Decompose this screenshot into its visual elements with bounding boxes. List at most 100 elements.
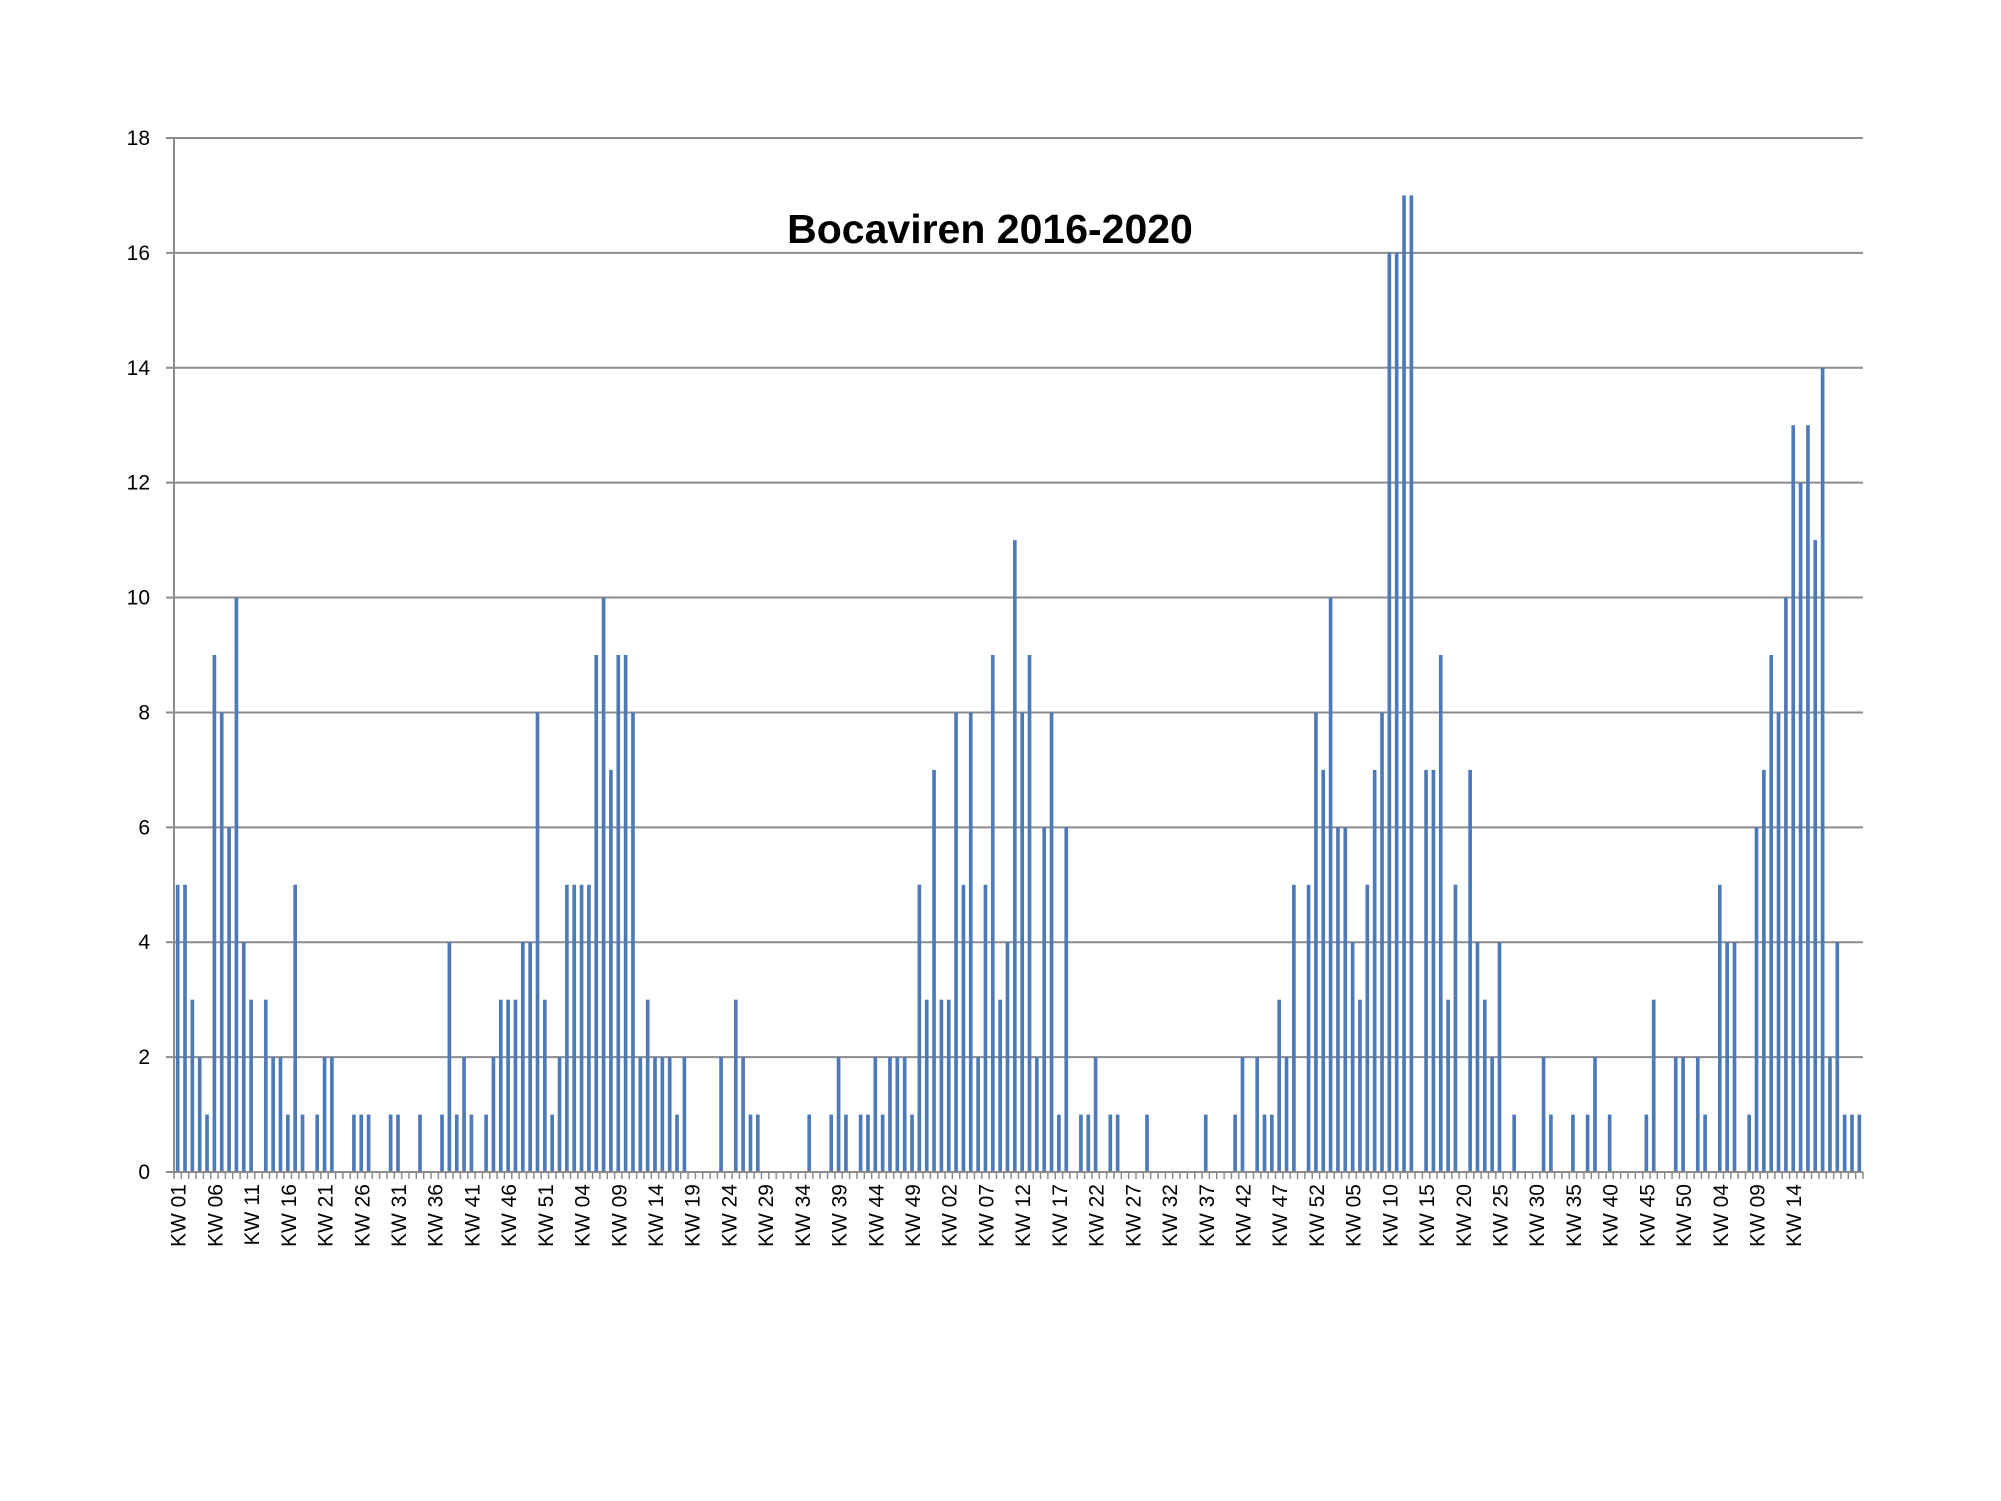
bar [205,1114,209,1172]
bar [1695,1057,1700,1172]
bar [1806,425,1810,1173]
bar [653,1057,657,1172]
bar [484,1114,488,1172]
bar [1064,827,1069,1172]
bar [1233,1114,1237,1172]
y-tick-label: 0 [138,1161,150,1184]
x-tick-label: KW 27 [1122,1184,1145,1247]
bar [572,884,577,1172]
bar [1321,769,1326,1172]
bar [1468,769,1472,1172]
x-tick-label: KW 04 [572,1184,595,1247]
grid-lines [166,137,1863,1173]
bar [594,655,599,1172]
bar [954,712,958,1172]
bar [1394,252,1399,1172]
x-tick-label: KW 51 [535,1184,558,1247]
bar [1424,769,1428,1172]
bar [968,712,973,1172]
bar [1747,1114,1752,1172]
bar [645,999,650,1172]
bar [1049,712,1054,1172]
bar [1270,1114,1274,1172]
bar [1850,1114,1854,1172]
bar [1108,1114,1113,1172]
bar [888,1057,892,1172]
x-tick-label: KW 01 [168,1184,191,1247]
bar [1343,827,1348,1172]
y-tick-label: 12 [127,472,150,495]
bar [1079,1114,1083,1172]
chart-title: Bocaviren 2016-2020 [787,206,1193,252]
x-tick-label: KW 09 [1747,1184,1770,1247]
bar [183,884,187,1172]
x-tick-label: KW 34 [792,1184,815,1247]
bar [983,884,988,1172]
bar [1453,884,1458,1172]
bar [1409,195,1414,1172]
x-tick-label: KW 22 [1086,1184,1109,1247]
x-tick-label: KW 52 [1306,1184,1329,1247]
bar [1262,1114,1267,1172]
bar [1754,827,1759,1172]
bar [1115,1114,1120,1172]
x-tick-label: KW 37 [1196,1184,1219,1247]
bar [719,1057,723,1172]
y-tick-label: 10 [127,587,150,610]
x-tick-label: KW 16 [278,1184,301,1247]
bar [1725,942,1729,1172]
bar [1857,1114,1862,1172]
bar [1005,942,1010,1172]
bar [1402,195,1406,1172]
bar [660,1057,665,1172]
bar [638,1057,643,1172]
bar [1541,1057,1546,1172]
bar [1203,1114,1208,1172]
bar [1093,1057,1098,1172]
x-tick-label: KW 14 [1783,1184,1806,1247]
bar [755,1114,760,1172]
bar [1820,367,1825,1172]
bar [1644,1114,1649,1172]
x-tick-label: KW 25 [1490,1184,1513,1247]
bar [543,999,547,1172]
x-tick-label: KW 32 [1159,1184,1182,1247]
bar [1380,712,1384,1172]
bar [315,1114,320,1172]
bar [454,1114,459,1172]
bar [440,1114,444,1172]
bar [1438,655,1443,1172]
bar [271,1057,275,1172]
bar [1358,999,1362,1172]
bar [1336,827,1340,1172]
y-tick-label: 2 [138,1046,150,1069]
x-tick-label: KW 39 [829,1184,852,1247]
bar [1607,1114,1612,1172]
bar [1593,1057,1597,1172]
bar [990,655,995,1172]
bar [1255,1057,1259,1172]
bar [520,942,525,1172]
bar [263,999,268,1172]
bar [197,1057,202,1172]
x-tick-label: KW 15 [1416,1184,1439,1247]
bar [836,1057,841,1172]
bar [491,1057,496,1172]
bar [961,884,966,1172]
x-tick-label: KW 49 [902,1184,925,1247]
bar [1086,1114,1091,1172]
bar [609,769,613,1172]
bar [565,884,569,1172]
bar [1703,1114,1707,1172]
bar [1585,1114,1590,1172]
bar [528,942,532,1172]
bar [1012,540,1017,1172]
x-tick-label: KW 07 [975,1184,998,1247]
bar [1732,942,1737,1172]
bar [667,1057,672,1172]
y-tick-label: 16 [127,242,150,265]
bar [1791,425,1796,1173]
bar [1798,482,1803,1172]
bar [359,1114,364,1172]
